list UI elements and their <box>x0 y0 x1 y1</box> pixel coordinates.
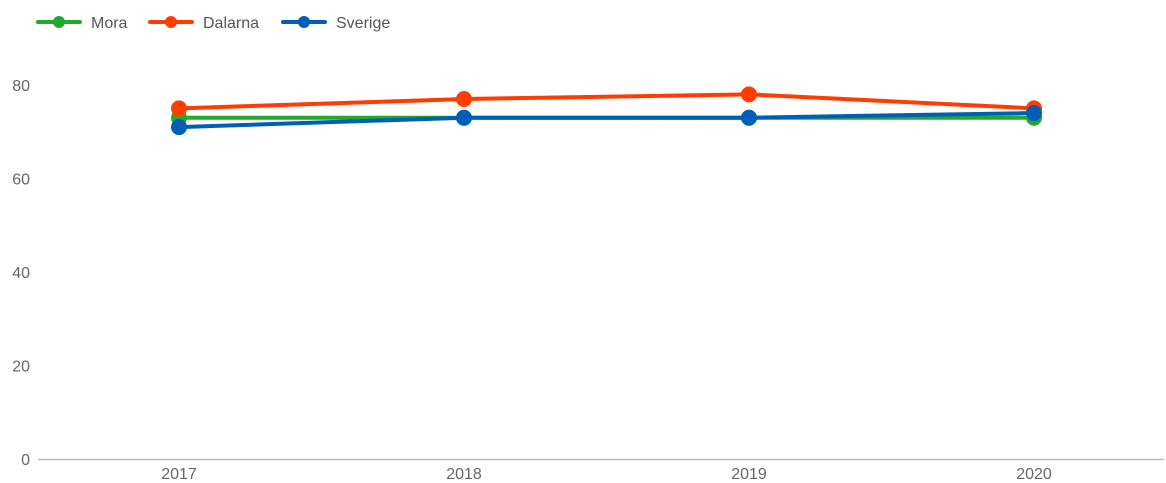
series-sverige <box>171 105 1042 136</box>
legend-label: Dalarna <box>203 15 259 32</box>
series-line <box>177 92 1036 111</box>
y-tick-label: 0 <box>21 452 30 469</box>
data-point[interactable] <box>171 100 187 117</box>
legend-label: Sverige <box>336 15 390 32</box>
data-point[interactable] <box>456 91 472 108</box>
data-point[interactable] <box>171 119 187 136</box>
y-tick-label: 60 <box>12 172 30 189</box>
x-tick-label: 2019 <box>731 466 767 483</box>
data-point[interactable] <box>741 86 757 103</box>
legend-item-dalarna[interactable]: Dalarna <box>148 15 259 32</box>
x-axis: 2017 2018 2019 2020 <box>38 458 1164 483</box>
x-tick-label: 2017 <box>161 466 197 483</box>
x-tick-label: 2018 <box>446 466 482 483</box>
legend-dot-marker <box>298 16 310 28</box>
legend-label: Mora <box>91 15 128 32</box>
series-dalarna <box>171 86 1042 117</box>
data-point[interactable] <box>456 109 472 126</box>
x-tick-label: 2020 <box>1016 466 1052 483</box>
y-tick-label: 40 <box>12 265 30 282</box>
legend-dot-marker <box>165 16 177 28</box>
data-point[interactable] <box>741 109 757 126</box>
y-axis: 0 20 40 60 80 <box>12 78 30 469</box>
y-tick-label: 80 <box>12 78 30 95</box>
plot-area <box>171 86 1042 136</box>
legend-item-mora[interactable]: Mora <box>36 15 128 32</box>
legend-dot-marker <box>53 16 65 28</box>
data-point[interactable] <box>1026 105 1042 122</box>
legend-item-sverige[interactable]: Sverige <box>281 15 390 32</box>
series-line <box>177 111 1036 130</box>
chart-legend: Mora Dalarna Sverige <box>36 15 390 32</box>
y-tick-label: 20 <box>12 359 30 376</box>
